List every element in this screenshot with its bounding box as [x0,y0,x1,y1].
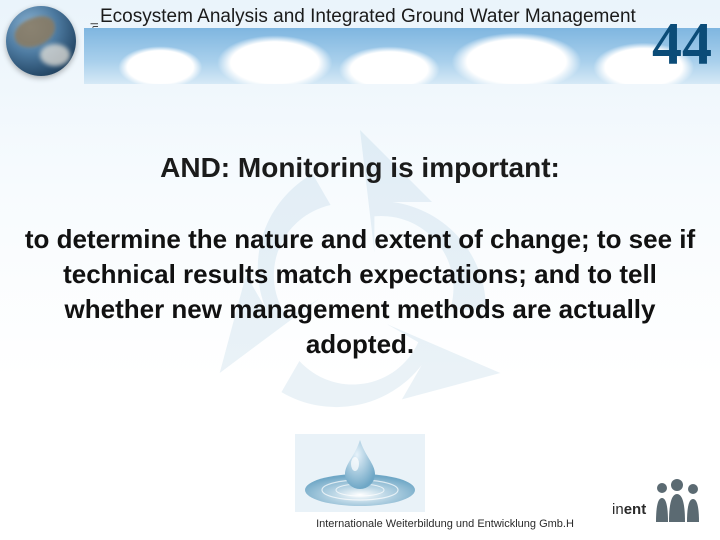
logo-suffix: ent [624,501,647,518]
globe-image [6,6,76,76]
logo-prefix: in [612,501,624,518]
slide-number: 44 [652,14,712,74]
logo-text: inent [612,501,646,518]
content-body: to determine the nature and extent of ch… [0,222,720,362]
header: Ecosystem Analysis and Integrated Ground… [0,0,720,90]
people-icon [650,478,704,524]
content-heading: AND: Monitoring is important: [0,152,720,184]
water-droplet-image [295,434,425,512]
footer-logo: inent [612,478,704,524]
cloud-band [84,28,720,84]
slide-title: Ecosystem Analysis and Integrated Ground… [100,6,636,28]
slide: Ecosystem Analysis and Integrated Ground… [0,0,720,540]
